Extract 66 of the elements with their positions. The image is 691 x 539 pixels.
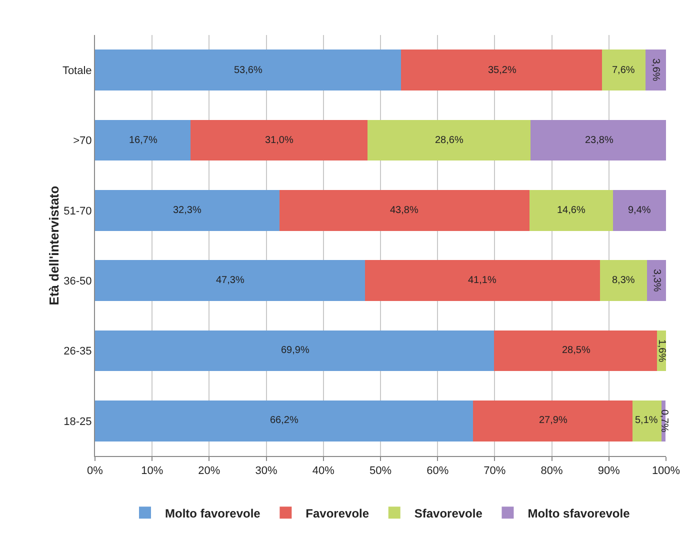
bar — [367, 120, 531, 161]
data-label: 31,0% — [265, 135, 294, 146]
data-label: 8,3% — [612, 275, 635, 286]
legend-label: Molto favorevole — [165, 506, 261, 520]
y-tick-label: 18-25 — [64, 416, 92, 428]
x-tick-label: 20% — [198, 465, 220, 478]
bar — [473, 400, 632, 442]
bar — [632, 400, 662, 442]
data-label: 41,1% — [468, 275, 496, 286]
x-tick-label: 50% — [369, 465, 392, 478]
y-tick-label: 36-50 — [64, 275, 92, 288]
data-label: 28,6% — [435, 135, 464, 146]
bar — [95, 260, 366, 301]
data-label: 9,4% — [628, 205, 651, 216]
legend-label: Sfavorevole — [414, 506, 483, 520]
bar — [95, 50, 402, 90]
bar — [190, 120, 368, 161]
bar — [645, 50, 666, 90]
x-tick-label: 90% — [598, 465, 620, 478]
data-label: 27,9% — [539, 415, 568, 426]
x-tick-label: 80% — [540, 465, 564, 478]
x-tick-label: 30% — [255, 465, 278, 478]
legend-label: Molto sfavorevole — [528, 506, 630, 520]
bar — [279, 190, 530, 231]
x-tick-label: 10% — [141, 465, 164, 478]
data-label: 23,8% — [585, 135, 614, 146]
y-tick-label: >70 — [73, 135, 92, 148]
data-label: 14,6% — [557, 205, 586, 216]
x-tick-label: 100% — [652, 465, 680, 478]
data-label: 53,6% — [234, 65, 262, 76]
data-label: 35,2% — [488, 65, 516, 76]
data-label: 5,1% — [635, 415, 658, 426]
bar — [612, 190, 666, 231]
legend-label: Favorevole — [306, 506, 370, 520]
x-tick-label: 70% — [484, 465, 506, 478]
y-axis-title: Età dell'intervistato — [46, 186, 62, 306]
data-label: 3,6% — [650, 58, 661, 82]
data-label: 69,9% — [281, 345, 310, 356]
bar — [647, 260, 666, 301]
bar — [530, 190, 613, 231]
bar — [600, 260, 648, 301]
data-label: 43,8% — [390, 205, 418, 216]
bar — [95, 190, 280, 231]
x-tick-label: 40% — [312, 465, 335, 478]
x-tick-label: 60% — [426, 465, 449, 478]
data-label: 32,3% — [173, 205, 202, 216]
bar — [365, 260, 600, 301]
bar — [494, 330, 657, 372]
bar — [95, 400, 473, 442]
data-label: 7,6% — [612, 65, 635, 76]
bar — [401, 50, 602, 90]
data-label: 28,5% — [562, 345, 590, 356]
data-label: 3,3% — [651, 269, 662, 292]
x-tick-label: 0% — [87, 465, 104, 478]
bar — [95, 120, 190, 161]
bar — [530, 120, 666, 161]
data-label: 0,7% — [658, 409, 670, 432]
data-label: 16,7% — [129, 135, 158, 146]
data-label: 66,2% — [270, 415, 298, 426]
bar — [602, 50, 646, 90]
y-tick-label: Totale — [62, 64, 92, 77]
bar — [95, 330, 494, 372]
y-tick-label: 51-70 — [64, 205, 92, 218]
data-label: 47,3% — [216, 275, 244, 286]
data-label: 1,6% — [656, 339, 668, 362]
y-tick-label: 26-35 — [64, 346, 92, 358]
